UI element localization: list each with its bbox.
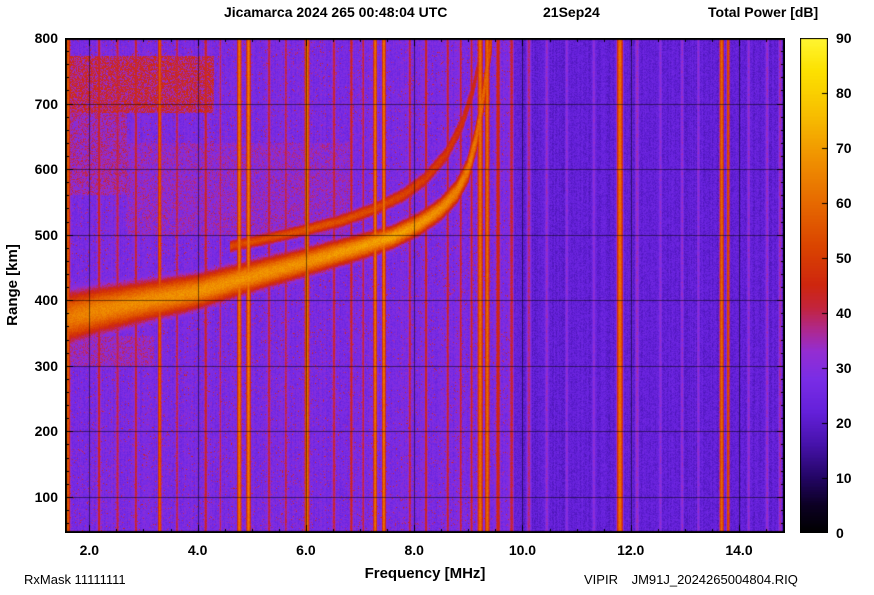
y-tick-label: 500 (34, 226, 58, 243)
y-tick-label: 300 (34, 357, 58, 374)
x-tick-label: 10.0 (508, 542, 537, 558)
ionogram-heatmap-canvas (65, 38, 785, 533)
colorbar-canvas (800, 38, 828, 533)
y-tick-label: 400 (34, 292, 58, 309)
colorbar-tick-label: 30 (836, 360, 852, 376)
y-tick-label: 600 (34, 161, 58, 178)
colorbar-tick-label: 50 (836, 250, 852, 266)
x-tick-label: 14.0 (725, 542, 753, 558)
x-tick-label: 2.0 (79, 542, 100, 558)
rxmask-text: RxMask 11111111 (24, 572, 126, 587)
colorbar-tick-label: 20 (836, 415, 852, 431)
x-axis-label: Frequency [MHz] (364, 565, 486, 582)
y-tick-label: 200 (34, 423, 58, 440)
file-info: VIPIR JM91J_2024265004804.RIQ (584, 572, 798, 587)
colorbar-tick-label: 60 (836, 195, 852, 211)
colorbar-tick-label: 10 (836, 470, 852, 486)
x-tick-label: 4.0 (187, 542, 208, 558)
x-tick-label: 8.0 (404, 542, 424, 558)
x-tick-label: 6.0 (296, 542, 316, 558)
colorbar-tick-label: 90 (836, 30, 852, 46)
colorbar-tick-label: 70 (836, 140, 852, 156)
plot-date: 21Sep24 (543, 4, 600, 20)
y-tick-label: 700 (34, 95, 58, 112)
y-tick-label: 100 (34, 488, 58, 505)
colorbar-tick-label: 0 (836, 525, 844, 541)
colorbar-tick-label: 40 (836, 305, 852, 321)
colorbar-tick-label: 80 (836, 85, 852, 101)
colorbar-title: Total Power [dB] (708, 4, 819, 20)
y-tick-label: 800 (34, 30, 58, 46)
x-tick-label: 12.0 (617, 542, 645, 558)
plot-title: Jicamarca 2024 265 00:48:04 UTC (224, 4, 448, 20)
instrument-label: VIPIR (584, 572, 618, 587)
filename-label: JM91J_2024265004804.RIQ (631, 572, 798, 587)
